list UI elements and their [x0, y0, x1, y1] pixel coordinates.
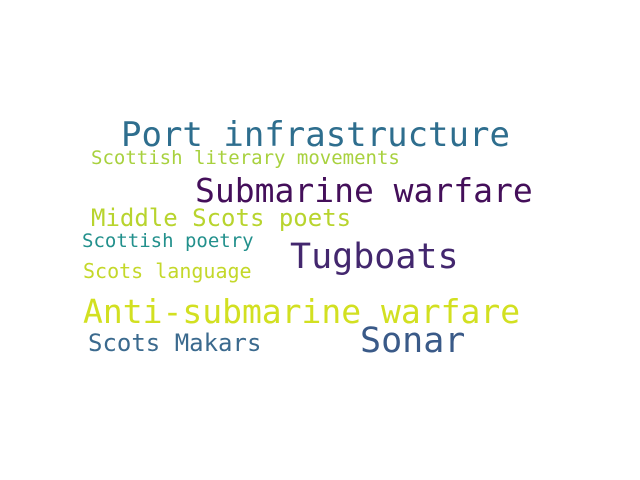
- word-port-infrastructure: Port infrastructure: [121, 115, 510, 155]
- word-scottish-literary-movements: Scottish literary movements: [91, 147, 400, 169]
- word-middle-scots-poets: Middle Scots poets: [91, 204, 352, 232]
- word-scots-makars: Scots Makars: [88, 329, 262, 357]
- word-scots-language: Scots language: [83, 259, 252, 283]
- word-tugboats: Tugboats: [290, 237, 459, 277]
- word-sonar: Sonar: [360, 321, 466, 361]
- word-submarine-warfare: Submarine warfare: [195, 171, 533, 210]
- word-scottish-poetry: Scottish poetry: [82, 230, 254, 252]
- word-anti-submarine-warfare: Anti-submarine warfare: [83, 292, 521, 331]
